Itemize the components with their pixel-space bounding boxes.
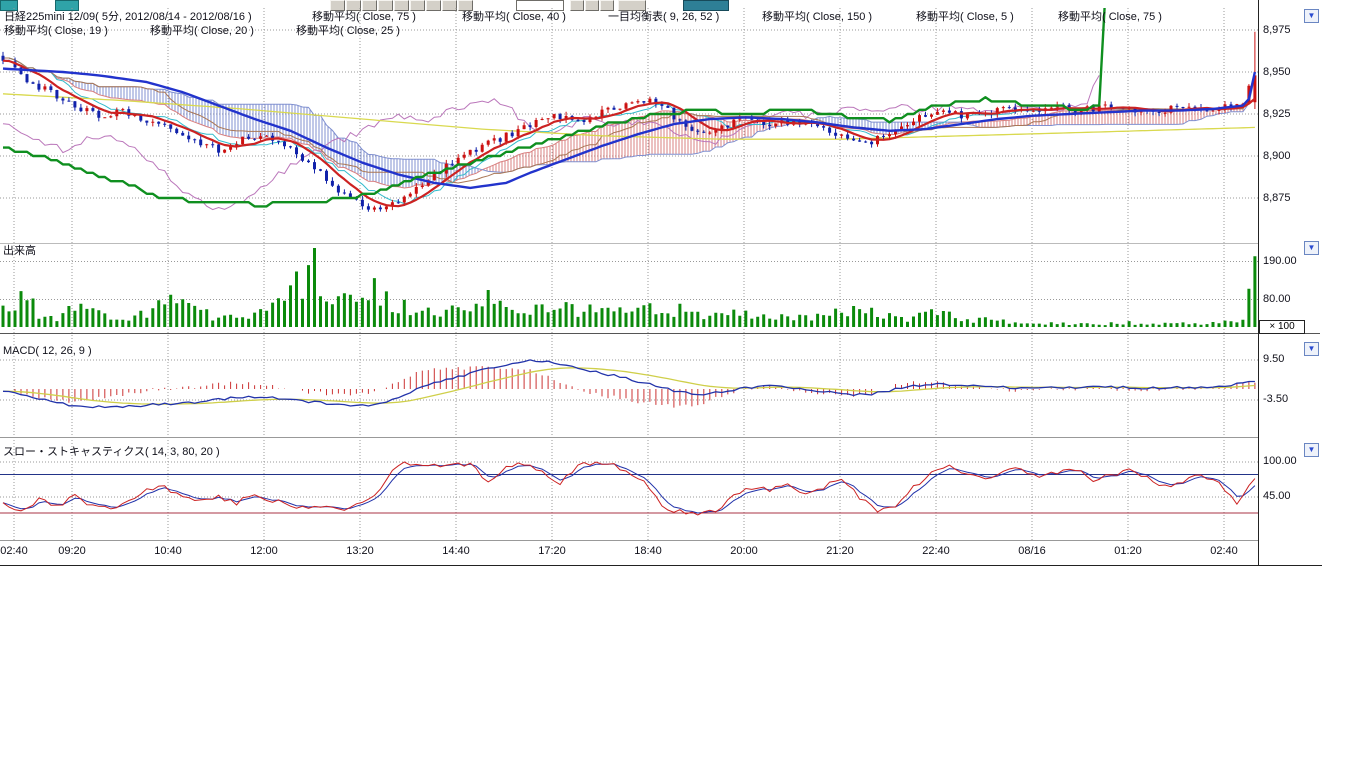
stoch-panel-label: スロー・ストキャスティクス( 14, 3, 80, 20 ) [3,446,220,458]
time-axis-label: 13:20 [338,545,382,557]
stoch-axis-label: 100.00 [1263,455,1297,467]
time-axis-label: 10:40 [146,545,190,557]
chart-canvas[interactable] [0,0,1322,568]
time-axis-label: 20:00 [722,545,766,557]
volume-axis-label: 80.00 [1263,293,1291,305]
price-axis-label: 8,875 [1263,192,1291,204]
legend-ma-19: 移動平均( Close, 19 ) [4,25,108,37]
macd-panel-collapse-button[interactable]: ▼ [1304,342,1319,356]
stoch-panel-collapse-button[interactable]: ▼ [1304,443,1319,457]
time-axis-label: 22:40 [914,545,958,557]
chart-application-window: 日経225mini 12/09( 5分, 2012/08/14 - 2012/0… [0,0,1366,768]
legend-ma-25: 移動平均( Close, 25 ) [296,25,400,37]
price-axis-label: 8,925 [1263,108,1291,120]
price-axis-label: 8,950 [1263,66,1291,78]
legend-ichimoku: 一目均衡表( 9, 26, 52 ) [608,11,719,23]
price-axis-label: 8,975 [1263,24,1291,36]
time-axis-label: 02:40 [1202,545,1246,557]
time-axis-label: 01:20 [1106,545,1150,557]
volume-panel-label: 出来高 [3,245,36,257]
price-panel-collapse-button[interactable]: ▼ [1304,9,1319,23]
time-axis-label: 02:40 [0,545,36,557]
volume-panel-collapse-button[interactable]: ▼ [1304,241,1319,255]
chart-title: 日経225mini 12/09( 5分, 2012/08/14 - 2012/0… [4,11,252,23]
legend-ma-5: 移動平均( Close, 5 ) [916,11,1014,23]
time-axis-label: 14:40 [434,545,478,557]
time-axis-label: 12:00 [242,545,286,557]
legend-ma-75b: 移動平均( Close, 75 ) [1058,11,1162,23]
time-axis-label: 18:40 [626,545,670,557]
legend-ma-20: 移動平均( Close, 20 ) [150,25,254,37]
legend-ma-150: 移動平均( Close, 150 ) [762,11,872,23]
legend-ma-75: 移動平均( Close, 75 ) [312,11,416,23]
macd-axis-label: -3.50 [1263,393,1288,405]
time-axis-label: 08/16 [1010,545,1054,557]
volume-multiplier-box: × 100 [1259,320,1305,334]
macd-axis-label: 9.50 [1263,353,1284,365]
macd-panel-label: MACD( 12, 26, 9 ) [3,345,92,357]
time-axis-label: 09:20 [50,545,94,557]
price-axis-label: 8,900 [1263,150,1291,162]
time-axis-label: 21:20 [818,545,862,557]
time-axis-label: 17:20 [530,545,574,557]
volume-axis-label: 190.00 [1263,255,1297,267]
stoch-axis-label: 45.00 [1263,490,1291,502]
legend-ma-40: 移動平均( Close, 40 ) [462,11,566,23]
